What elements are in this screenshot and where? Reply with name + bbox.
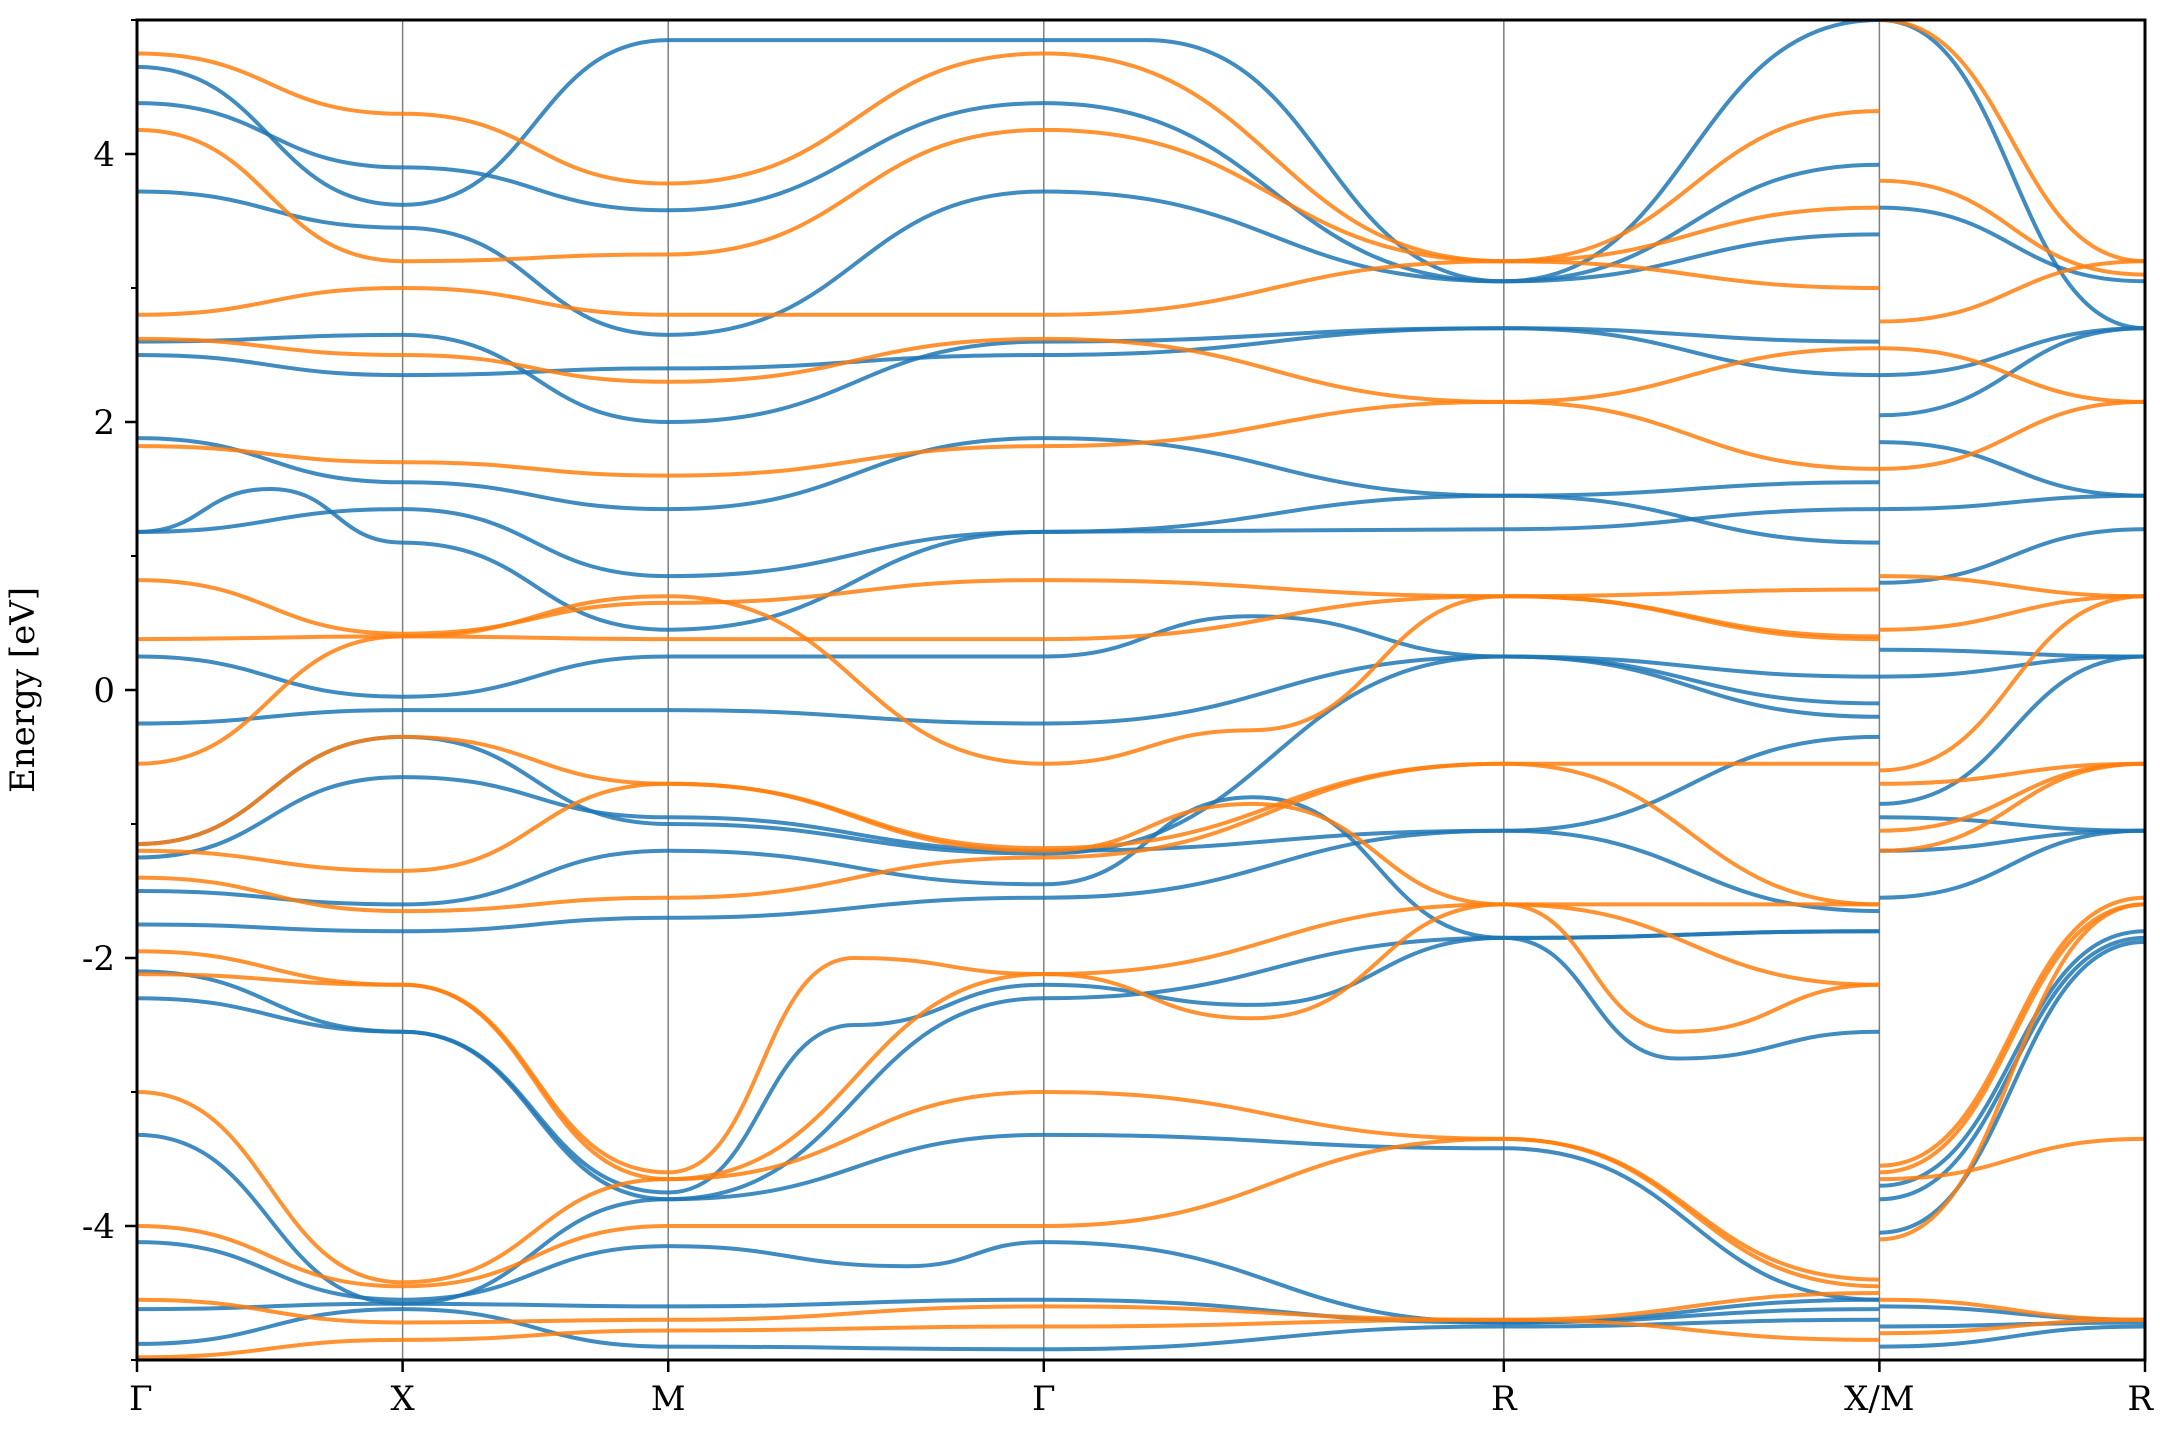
band-34-seg-1 [1879,259,2145,324]
y-tick-label: 4 [93,135,115,175]
band-21-seg-1 [1879,1297,2145,1322]
band-7-seg-0 [137,795,1880,940]
x-tick-label: Γ [129,1379,153,1419]
band-21-seg-0 [137,1291,1880,1325]
x-tick-label: R [2127,1379,2154,1419]
y-axis: 4 2 0 -2 -4 [82,19,137,1361]
band-19-seg-0 [137,20,1880,284]
x-tick-label: M [651,1379,686,1419]
y-tick-label: -2 [82,939,115,979]
band-11-seg-1 [1879,647,2145,659]
band-15-seg-0 [137,326,1880,378]
band-31-seg-0 [137,578,1880,636]
y-axis-label: Energy [eV] [3,587,43,793]
band-27-seg-0 [137,781,1880,907]
x-tick-label: X/M [1844,1379,1914,1419]
band-3-seg-0 [137,1132,1880,1306]
band-20-seg-0 [137,1317,1880,1360]
band-24-seg-1 [1879,902,2145,1175]
band-30-seg-0 [137,594,1880,642]
band-9-seg-1 [1879,654,2145,806]
band-11-seg-0 [137,614,1880,699]
band-2-seg-0 [137,1240,1880,1325]
band-12-seg-1 [1879,527,2145,585]
band-0-seg-1 [1879,1324,2145,1349]
band-35-seg-1 [1879,178,2145,277]
band-33-seg-0 [137,336,1880,404]
band-9-seg-0 [137,654,1880,856]
band-13-seg-1 [1879,493,2145,512]
band-6-seg-0 [137,828,1880,934]
band-8-seg-0 [137,734,1880,860]
x-tick-label: Γ [1032,1379,1056,1419]
band-35-seg-0 [137,127,1880,264]
band-33-seg-1 [1879,346,2145,404]
band-31-seg-1 [1879,574,2145,599]
band-36-seg-1 [1879,20,2145,264]
y-tick-label: 0 [93,671,115,711]
high-symmetry-lines [401,20,1881,1360]
y-tick-label: -4 [82,1207,115,1247]
band-30-seg-1 [1879,594,2145,632]
band-23-seg-0 [137,1090,1880,1285]
band-29-seg-1 [1879,594,2145,773]
band-10-seg-0 [137,654,1880,726]
band-10-seg-1 [1879,654,2145,679]
band-5-seg-0 [137,935,1880,1195]
x-tick-label: R [1491,1379,1518,1419]
y-tick-label: 2 [93,403,115,443]
band-17-seg-0 [137,189,1880,337]
band-14-seg-0 [137,436,1880,512]
band-0-seg-0 [137,1307,1880,1352]
band-23-seg-1 [1879,1136,2145,1182]
band-5-seg-1 [1879,929,2145,1188]
plot-frame [135,18,2147,1362]
band-16-seg-1 [1879,326,2145,418]
band-32-seg-0 [137,399,1880,478]
band-27-seg-1 [1879,761,2145,833]
band-18-seg-1 [1879,20,2145,331]
x-tick-label: X [390,1379,415,1419]
band-24-seg-0 [137,902,1880,1182]
bands-group [137,20,2145,1360]
band-14-seg-1 [1879,440,2145,498]
band-28-seg-1 [1879,761,2145,786]
band-26-seg-0 [137,761,1880,914]
band-17-seg-1 [1879,205,2145,284]
band-32-seg-1 [1879,399,2145,471]
band-36-seg-0 [137,51,1880,264]
band-16-seg-0 [137,326,1880,424]
band-18-seg-0 [137,101,1880,284]
band-25-seg-1 [1879,895,2145,1168]
band-3-seg-1 [1879,939,2145,1235]
band-28-seg-0 [137,734,1880,851]
band-12-seg-0 [137,507,1880,579]
x-axis: Γ X M Γ R X/M R [129,1360,2154,1419]
band-26-seg-1 [1879,761,2145,853]
band-34-seg-0 [137,259,1880,317]
band-25-seg-0 [137,902,1880,1175]
band-6-seg-1 [1879,828,2145,900]
band-22-seg-1 [1879,902,2145,1242]
band-8-seg-1 [1879,815,2145,833]
